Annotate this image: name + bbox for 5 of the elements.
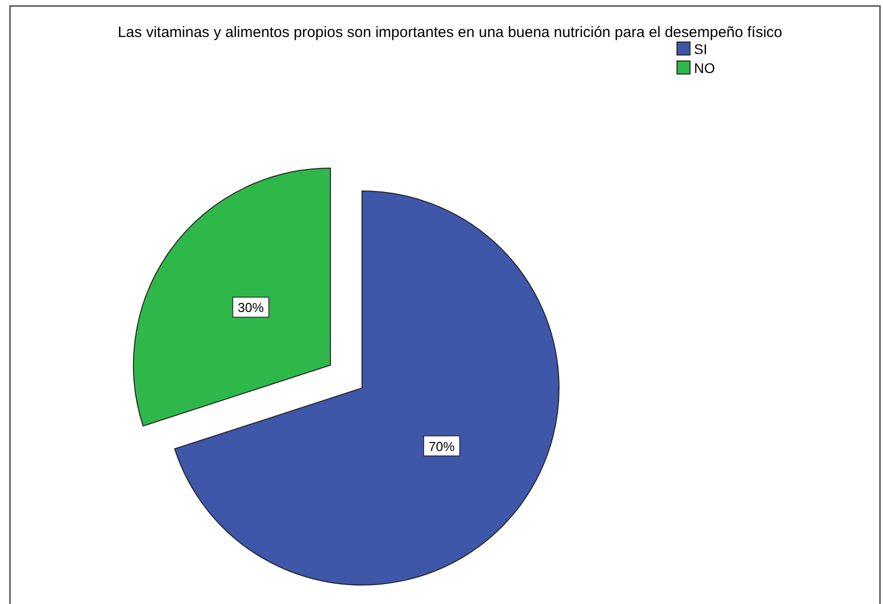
data-label: 30% [238,300,264,316]
legend-label: NO [694,60,716,76]
chart-title: Las vitaminas y alimentos propios son importantes en una buena nutrición para el desempeño físico [118,24,782,41]
data-label: 70% [428,438,456,454]
legend-label: SI [694,41,708,57]
